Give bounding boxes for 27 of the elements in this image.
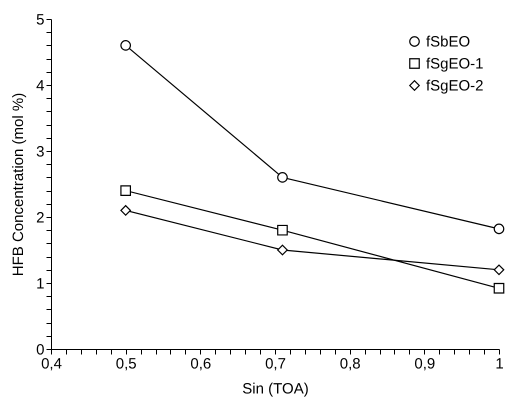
x-tick-label: 0,6 (190, 356, 212, 372)
x-tick-label: 0,5 (116, 356, 137, 372)
point (120, 40, 132, 51)
point (277, 172, 288, 183)
y-tick-label: 5 (36, 12, 44, 28)
legend-label: fSgEO-1 (426, 56, 484, 72)
x-tick-label: 0,8 (340, 356, 361, 372)
y-tick-label: 0 (36, 342, 44, 358)
point (120, 205, 132, 216)
y-tick-label: 4 (36, 78, 44, 94)
x-tick-label: 0,9 (414, 356, 436, 372)
x-axis-title: Sin (TOA) (242, 380, 309, 398)
point (277, 244, 288, 256)
y-tick-label: 2 (36, 210, 44, 226)
point (120, 185, 132, 196)
y-axis-title: HFB Concentration (mol %) (10, 92, 28, 276)
legend-label: fSgEO-2 (426, 78, 484, 94)
point (277, 224, 288, 236)
legend-label: fSbEO (426, 34, 470, 50)
y-tick-label: 3 (36, 144, 44, 160)
y-tick-label: 1 (36, 276, 44, 292)
x-tick-label: 0,7 (265, 356, 286, 372)
x-tick-label: 1 (495, 356, 504, 372)
point (494, 224, 504, 234)
x-tick-label: 0,4 (41, 356, 62, 372)
point (494, 282, 504, 294)
point (494, 264, 504, 276)
